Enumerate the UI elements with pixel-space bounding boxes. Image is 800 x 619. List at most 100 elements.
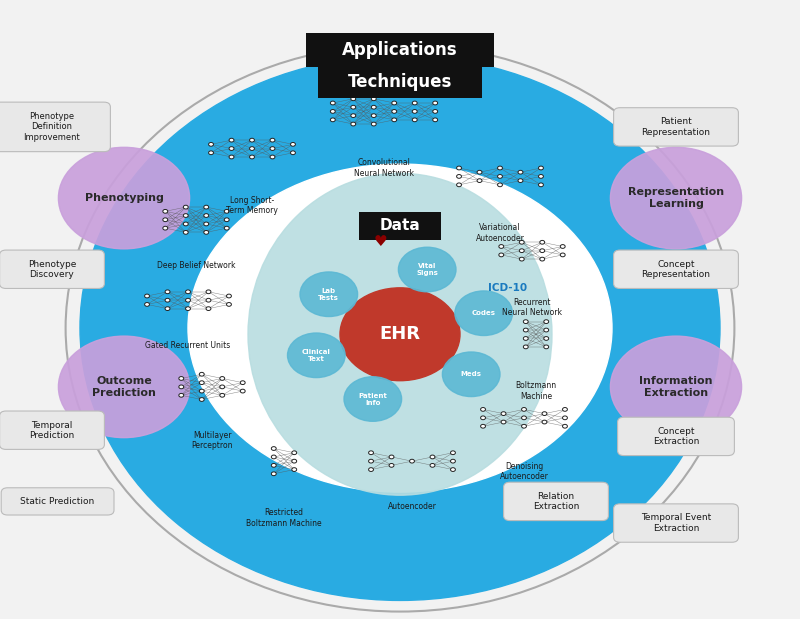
Circle shape (450, 459, 455, 463)
Circle shape (250, 138, 254, 142)
Circle shape (206, 298, 211, 302)
Circle shape (412, 110, 417, 113)
Circle shape (481, 416, 486, 420)
Circle shape (389, 464, 394, 467)
Circle shape (369, 468, 374, 472)
Circle shape (433, 110, 438, 113)
Circle shape (560, 253, 565, 257)
Text: Information
Extraction: Information Extraction (639, 376, 713, 397)
Circle shape (351, 97, 356, 101)
Text: Phenotype
Discovery: Phenotype Discovery (28, 259, 76, 279)
Circle shape (522, 425, 526, 428)
Circle shape (271, 447, 276, 451)
Text: Concept
Representation: Concept Representation (642, 259, 710, 279)
Circle shape (499, 245, 504, 248)
FancyBboxPatch shape (1, 488, 114, 515)
FancyBboxPatch shape (359, 212, 441, 240)
Circle shape (186, 298, 190, 302)
Circle shape (271, 455, 276, 459)
Circle shape (300, 272, 358, 316)
Circle shape (250, 147, 254, 150)
Circle shape (292, 459, 297, 463)
Circle shape (398, 247, 456, 292)
Circle shape (540, 258, 545, 261)
Text: Techniques: Techniques (348, 73, 452, 92)
Ellipse shape (248, 173, 552, 495)
Circle shape (544, 328, 549, 332)
Circle shape (518, 179, 523, 183)
Text: Applications: Applications (342, 41, 458, 59)
Circle shape (351, 105, 356, 109)
Circle shape (498, 166, 502, 170)
Circle shape (204, 230, 209, 234)
FancyBboxPatch shape (614, 504, 738, 542)
Circle shape (371, 105, 376, 109)
Text: Recurrent
Neural Network: Recurrent Neural Network (502, 298, 562, 317)
Circle shape (179, 385, 184, 389)
Circle shape (209, 151, 214, 155)
Circle shape (199, 373, 204, 376)
Text: Deep Belief Network: Deep Belief Network (157, 261, 235, 270)
Text: Phenotyping: Phenotyping (85, 193, 163, 203)
Circle shape (330, 110, 335, 113)
Circle shape (183, 214, 188, 217)
Circle shape (330, 118, 335, 122)
Circle shape (204, 222, 209, 226)
Circle shape (229, 147, 234, 150)
Circle shape (430, 455, 435, 459)
Circle shape (163, 209, 168, 213)
Circle shape (519, 258, 524, 261)
FancyBboxPatch shape (504, 482, 608, 521)
Circle shape (290, 151, 295, 155)
Circle shape (481, 407, 486, 411)
Circle shape (204, 206, 209, 209)
Circle shape (344, 377, 402, 422)
Circle shape (369, 451, 374, 454)
Circle shape (501, 412, 506, 415)
Ellipse shape (80, 56, 720, 600)
Circle shape (226, 294, 231, 298)
Text: Concept
Extraction: Concept Extraction (653, 426, 699, 446)
Circle shape (199, 389, 204, 393)
Text: Denoising
Autoencoder: Denoising Autoencoder (499, 462, 549, 481)
Circle shape (540, 249, 545, 253)
FancyBboxPatch shape (306, 33, 494, 67)
Circle shape (226, 303, 231, 306)
Circle shape (538, 166, 543, 170)
Circle shape (165, 298, 170, 302)
Text: Meds: Meds (461, 371, 482, 378)
FancyBboxPatch shape (618, 417, 734, 456)
Circle shape (544, 320, 549, 324)
Circle shape (224, 209, 229, 213)
FancyBboxPatch shape (614, 250, 738, 288)
Circle shape (224, 218, 229, 222)
Circle shape (392, 118, 397, 122)
Circle shape (229, 138, 234, 142)
Circle shape (477, 170, 482, 174)
Circle shape (183, 206, 188, 209)
Circle shape (206, 290, 211, 293)
Circle shape (544, 337, 549, 340)
Circle shape (450, 468, 455, 472)
Text: Phenotype
Definition
Improvement: Phenotype Definition Improvement (24, 112, 80, 142)
Circle shape (186, 307, 190, 311)
Circle shape (477, 179, 482, 183)
Circle shape (518, 170, 523, 174)
Circle shape (220, 385, 225, 389)
Circle shape (351, 122, 356, 126)
Circle shape (240, 381, 245, 384)
Circle shape (523, 337, 528, 340)
Circle shape (183, 222, 188, 226)
Circle shape (523, 328, 528, 332)
Circle shape (145, 303, 150, 306)
Circle shape (287, 333, 345, 378)
Circle shape (250, 155, 254, 159)
Circle shape (481, 425, 486, 428)
Circle shape (442, 352, 500, 397)
Text: Representation
Learning: Representation Learning (628, 188, 724, 209)
Circle shape (562, 425, 567, 428)
Text: Vital
Signs: Vital Signs (416, 263, 438, 276)
Circle shape (519, 240, 524, 244)
Circle shape (58, 336, 190, 438)
Circle shape (522, 416, 526, 420)
